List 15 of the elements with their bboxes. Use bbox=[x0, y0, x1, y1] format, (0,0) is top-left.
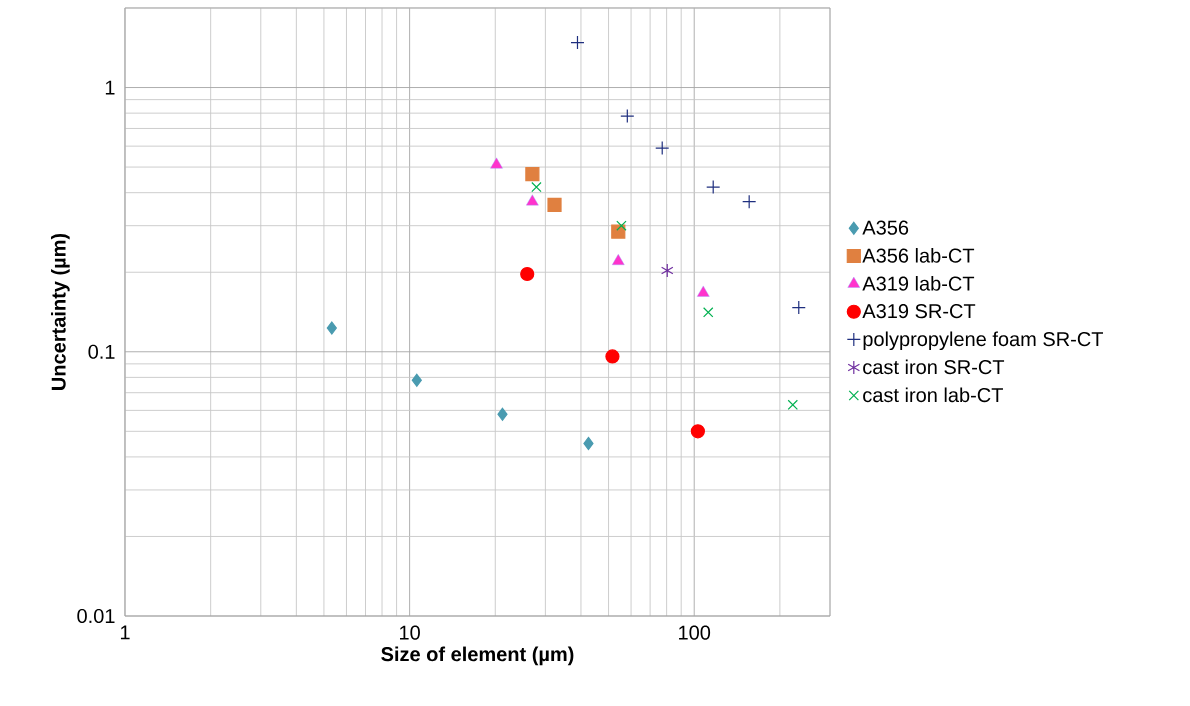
legend-label: A356 bbox=[862, 220, 909, 235]
y-axis-title: Uncertainty (µm) bbox=[51, 233, 70, 390]
legend-label: A356 lab-CT bbox=[862, 248, 975, 263]
x-tick-label: 100 bbox=[679, 625, 711, 640]
legend-label: polypropylene foam SR-CT bbox=[863, 331, 1104, 351]
x-tick-label: 10 bbox=[400, 625, 420, 640]
y-tick-label: 0.1 bbox=[88, 344, 115, 359]
y-tick-label: 0.01 bbox=[77, 608, 115, 624]
y-tick-label: 1 bbox=[105, 80, 115, 95]
x-tick-label: 1 bbox=[120, 625, 130, 640]
legend-label: A319 SR-CT bbox=[862, 304, 976, 319]
legend-label: cast iron lab-CT bbox=[863, 387, 1003, 403]
legend-label: A319 lab-CT bbox=[862, 276, 975, 291]
x-axis-title: Size of element (µm) bbox=[381, 646, 574, 666]
legend-label: cast iron SR-CT bbox=[863, 359, 1005, 375]
